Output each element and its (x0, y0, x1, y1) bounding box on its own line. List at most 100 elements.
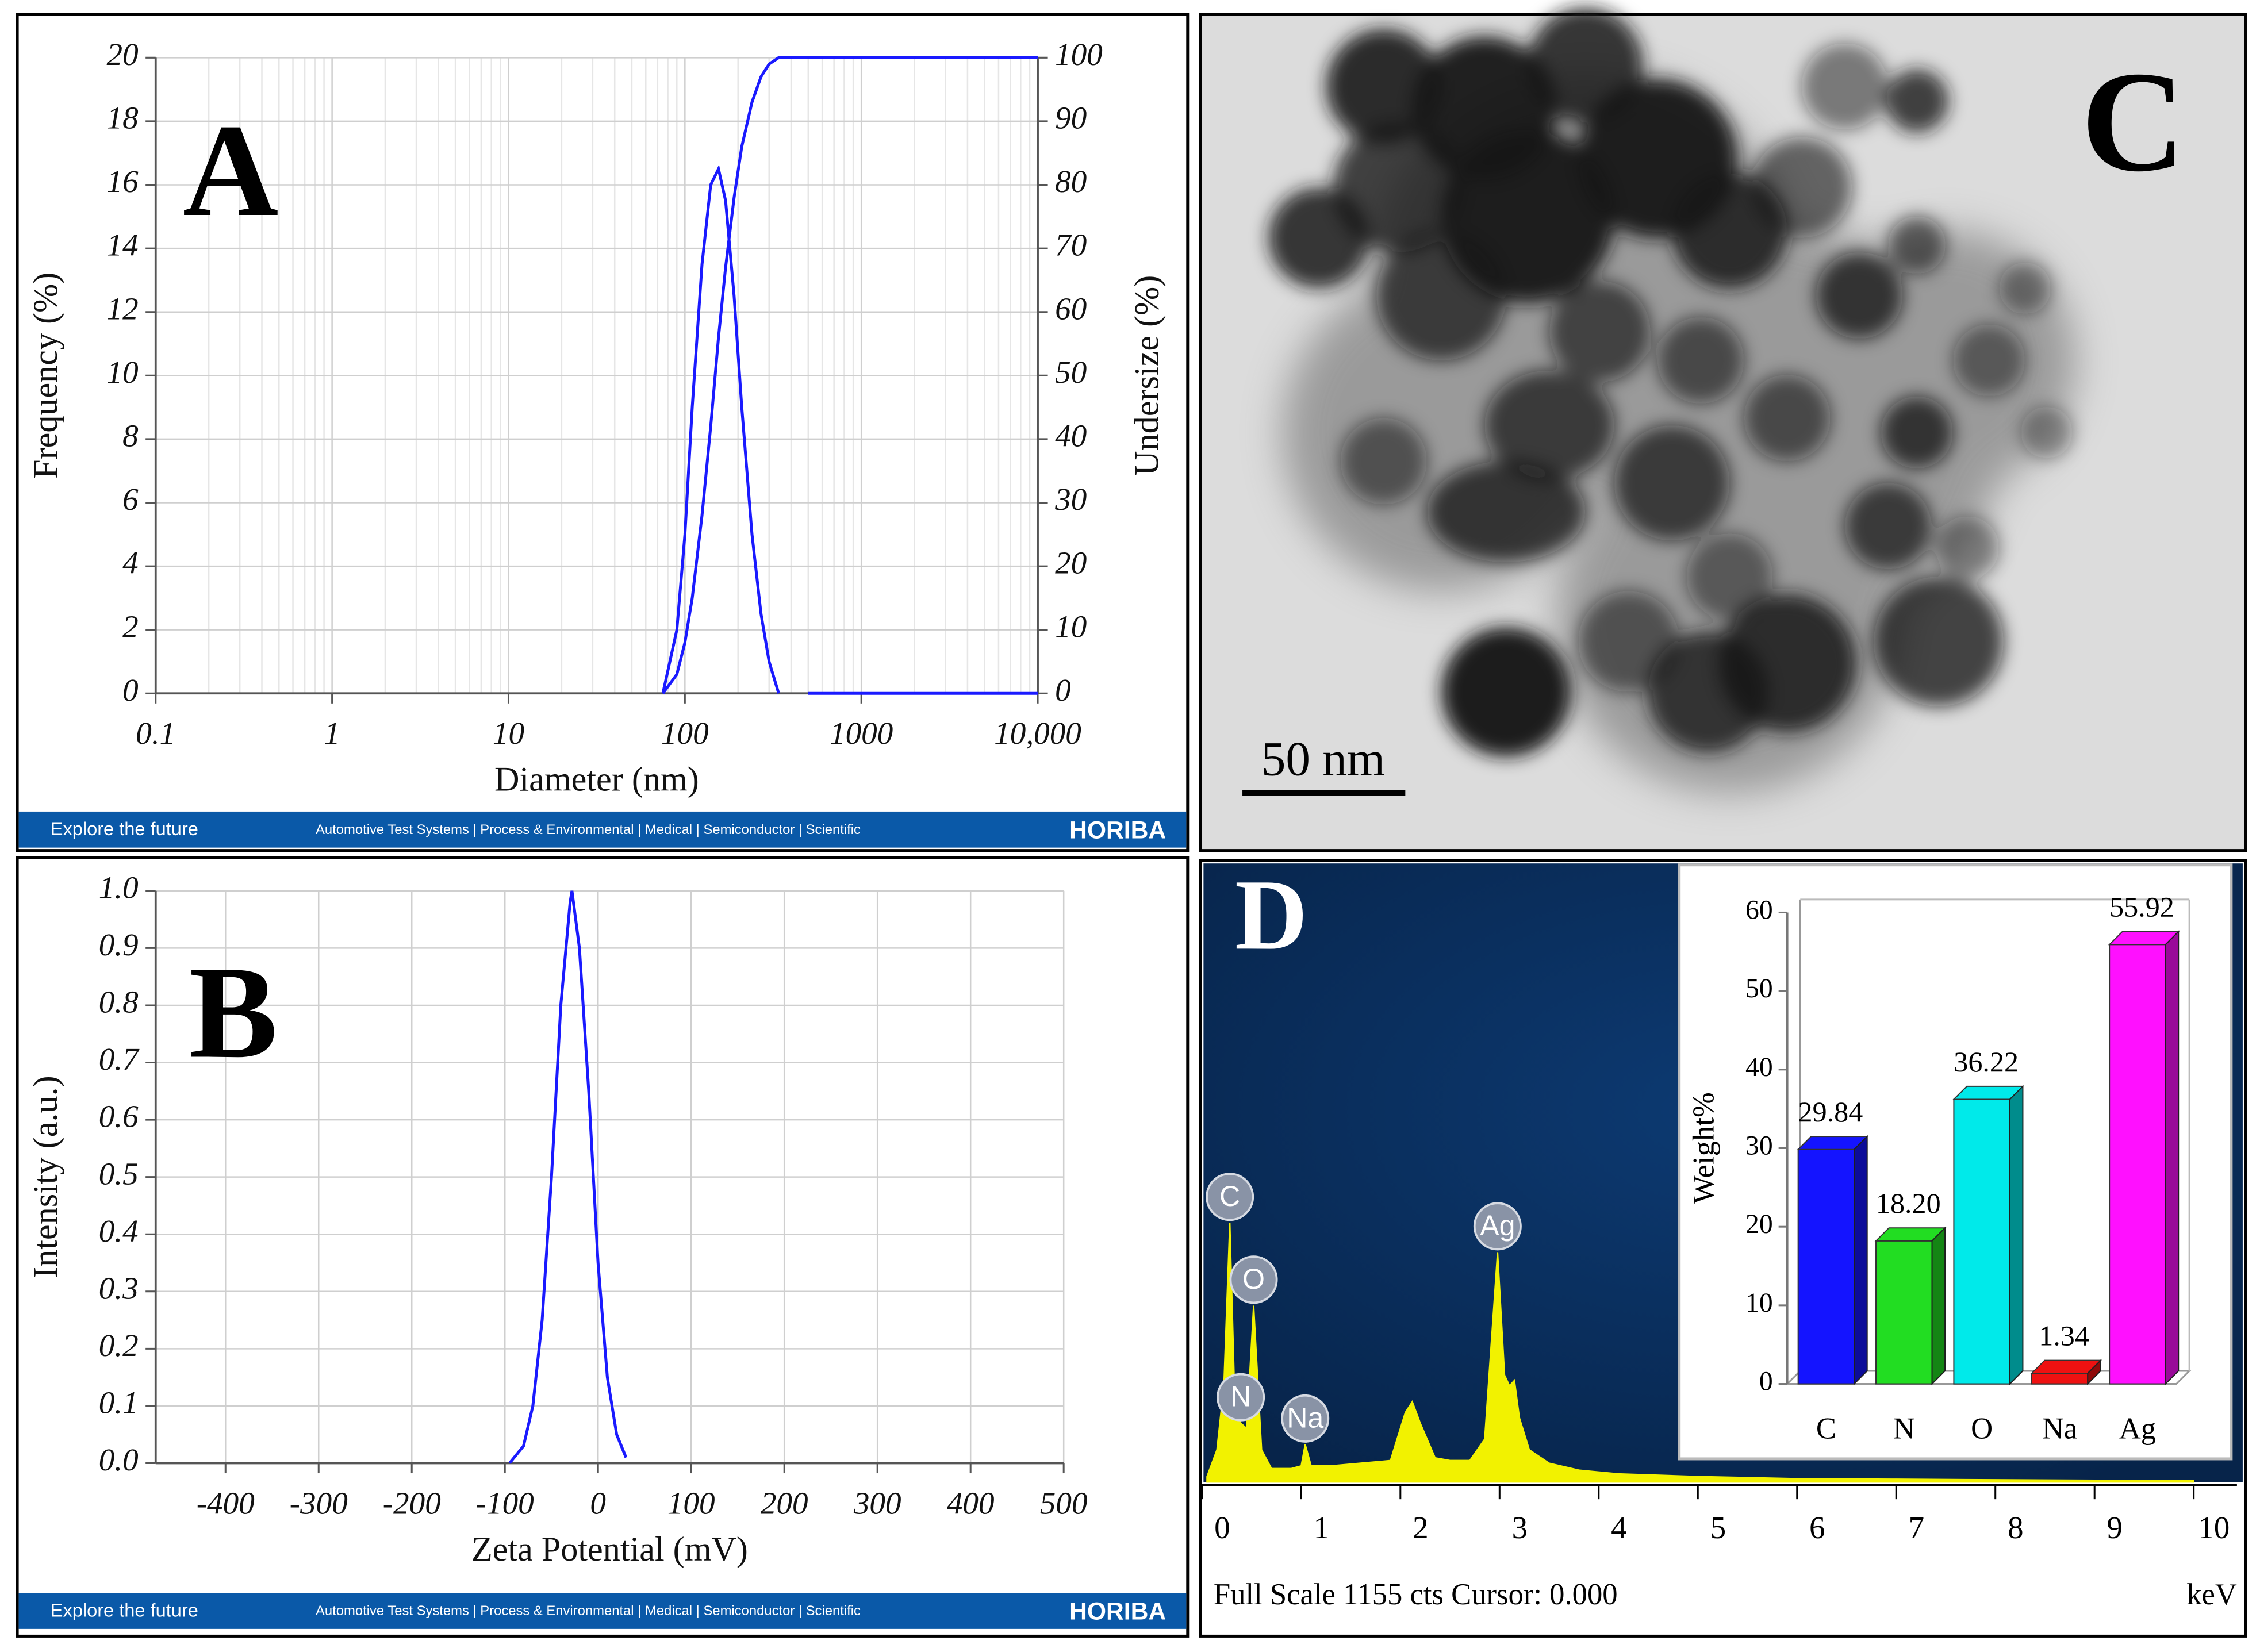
y-tick-label: 4 (122, 545, 139, 581)
y-tick-label: 18 (107, 101, 139, 136)
x-tick-label: 8 (2008, 1510, 2024, 1545)
y-tick-label: 14 (107, 228, 139, 263)
x-tick-label: 9 (2107, 1510, 2123, 1545)
panel-a-frame (16, 13, 1190, 852)
data-line (508, 890, 628, 1465)
y-tick-label: 12 (107, 291, 139, 326)
y2-tick-label: 90 (1055, 101, 1087, 136)
bar-side (1931, 1226, 1946, 1385)
x-tick-label: 0 (590, 1485, 606, 1520)
x-tick-label: 1 (1314, 1510, 1330, 1545)
y2-axis-label: Undersize (%) (1127, 275, 1166, 476)
y-tick-label: 0.4 (99, 1213, 139, 1248)
panel-label: D (1235, 859, 1308, 970)
spectrum-footer: Full Scale 1155 cts Cursor: 0.000 (1214, 1578, 1618, 1611)
x-tick-label: -400 (197, 1485, 255, 1520)
data-line (661, 164, 1038, 695)
value-label: 29.84 (1798, 1096, 1863, 1128)
y2-tick-label: 70 (1055, 228, 1087, 263)
x-tick-label: 100 (661, 716, 709, 751)
y-tick-label: 30 (1745, 1131, 1773, 1161)
x-tick-label: 200 (761, 1485, 808, 1520)
y-tick-label: 8 (122, 418, 139, 454)
panel-b-frame (16, 856, 1190, 1638)
y-tick-label: 0.9 (99, 927, 139, 962)
y-tick-label: 16 (107, 164, 139, 199)
peak-marker (1206, 1173, 1254, 1221)
y-tick-label: 60 (1745, 895, 1773, 925)
y2-tick-label: 0 (1055, 673, 1071, 708)
value-label: 18.20 (1876, 1187, 1941, 1219)
x-tick-label: 1 (324, 716, 340, 751)
x-tick-label: -200 (383, 1485, 441, 1520)
bar-side (2165, 930, 2180, 1385)
x-tick-label: -300 (290, 1485, 348, 1520)
data-line (661, 56, 1038, 694)
x-tick-label: 2 (1413, 1510, 1429, 1545)
x-tick-label: 10 (2198, 1510, 2230, 1545)
peak-label: Na (1287, 1402, 1323, 1434)
y2-tick-label: 30 (1054, 482, 1087, 517)
x-tick-label: 400 (947, 1485, 995, 1520)
banner (18, 1593, 1187, 1629)
y-tick-label: 10 (107, 355, 139, 390)
y-tick-label: 20 (107, 37, 139, 72)
y2-tick-label: 100 (1055, 37, 1103, 72)
bar-side (2009, 1085, 2024, 1385)
y-tick-label: 0.1 (99, 1385, 139, 1420)
x-tick-label: 6 (1809, 1510, 1825, 1545)
x-tick-label: 5 (1710, 1510, 1726, 1545)
peak-label: C (1219, 1180, 1240, 1212)
banner-text: Explore the future (51, 1599, 198, 1620)
y-tick-label: 40 (1745, 1052, 1773, 1082)
y-tick-label: 0.2 (99, 1328, 139, 1363)
y-tick-label: 20 (1745, 1209, 1773, 1239)
x-tick-label: N (1893, 1412, 1915, 1445)
y2-tick-label: 60 (1055, 291, 1087, 326)
x-tick-label: 0.1 (136, 716, 175, 751)
y-tick-label: 10 (1745, 1288, 1773, 1318)
x-tick-label: 10 (493, 716, 524, 751)
y-tick-label: 0 (1759, 1366, 1773, 1396)
x-tick-label: -100 (476, 1485, 534, 1520)
bar-side (2087, 1359, 2101, 1385)
x-axis-label: Zeta Potential (mV) (471, 1530, 748, 1569)
y-tick-label: 0.5 (99, 1156, 139, 1191)
y-tick-label: 0.0 (99, 1442, 139, 1477)
bar-front (2031, 1373, 2089, 1385)
spectrum (1206, 1223, 2194, 1483)
y-axis-label: Intensity (a.u.) (26, 1075, 65, 1278)
value-label: 1.34 (2039, 1320, 2089, 1352)
y-tick-label: 0.6 (99, 1099, 139, 1134)
y2-tick-label: 20 (1055, 545, 1087, 581)
bar-front (1953, 1098, 2010, 1385)
peak-marker (1473, 1202, 1522, 1251)
x-tick-label: 500 (1040, 1485, 1088, 1520)
y-tick-label: 2 (122, 609, 139, 644)
y-axis-label: Frequency (%) (26, 272, 65, 479)
micrograph (1268, 7, 2076, 793)
banner-brand: HORIBA (1069, 1598, 1166, 1626)
bar-front (1797, 1148, 1855, 1385)
peak-marker (1281, 1394, 1330, 1443)
value-label: 55.92 (2109, 891, 2174, 923)
y-axis-label: Weight% (1687, 1092, 1720, 1204)
x-axis-label: Diameter (nm) (494, 760, 699, 799)
panel-label: C (2081, 43, 2185, 202)
bar-side (1854, 1135, 1868, 1385)
y-tick-label: 0.8 (99, 985, 139, 1020)
bar-front (1875, 1240, 1933, 1385)
x-axis-label: keV (2186, 1578, 2237, 1611)
peak-label: Ag (1480, 1209, 1515, 1242)
x-tick-label: 3 (1512, 1510, 1528, 1545)
peak-marker (1217, 1373, 1265, 1422)
banner-brand: HORIBA (1069, 816, 1166, 844)
x-tick-label: C (1816, 1412, 1836, 1445)
x-tick-label: 300 (853, 1485, 901, 1520)
x-tick-label: 1000 (830, 716, 893, 751)
y2-tick-label: 80 (1055, 164, 1087, 199)
y-tick-label: 6 (122, 482, 139, 517)
x-tick-label: Ag (2119, 1412, 2156, 1445)
